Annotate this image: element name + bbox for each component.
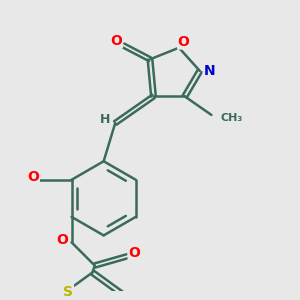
Text: CH₃: CH₃ (221, 113, 243, 123)
Text: O: O (128, 246, 140, 260)
Text: O: O (178, 35, 190, 49)
Text: S: S (64, 285, 74, 299)
Text: O: O (56, 233, 68, 247)
Text: H: H (100, 113, 110, 126)
Text: N: N (203, 64, 215, 78)
Text: O: O (27, 170, 39, 184)
Text: O: O (110, 34, 122, 48)
